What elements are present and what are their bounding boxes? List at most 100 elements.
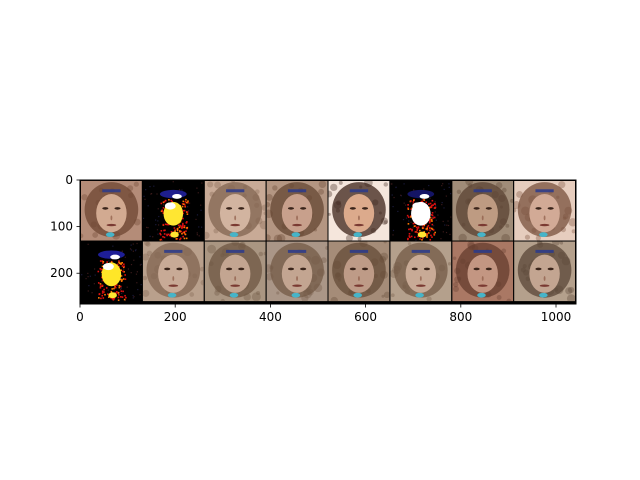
noise-speck — [101, 280, 103, 282]
image-tile-r0-c0 — [80, 180, 142, 241]
texture-blob — [568, 218, 576, 227]
noise-speck — [426, 227, 429, 230]
noise-speck — [422, 224, 425, 227]
noise-speck — [180, 224, 182, 226]
noise-speck — [407, 207, 409, 209]
noise-speck — [155, 224, 157, 226]
noise-speck — [87, 290, 89, 292]
tile-nose — [296, 215, 298, 221]
tile-nose — [110, 215, 113, 221]
noise-speck — [167, 233, 170, 236]
x-tick-label: 600 — [354, 310, 377, 324]
noise-speck — [156, 193, 158, 195]
noise-speck — [130, 244, 132, 246]
noise-speck — [392, 205, 394, 208]
tile-collar — [291, 232, 301, 238]
noise-speck — [174, 229, 176, 231]
texture-blob — [328, 190, 333, 198]
noise-speck — [186, 211, 189, 213]
texture-blob — [330, 183, 338, 192]
noise-speck — [429, 206, 432, 208]
tile-neck — [170, 231, 179, 238]
tile-eye — [226, 207, 233, 210]
noise-speck — [139, 264, 141, 266]
tile-collar — [477, 292, 486, 298]
noise-speck — [429, 202, 432, 205]
noise-speck — [102, 261, 105, 263]
noise-speck — [186, 221, 188, 223]
tile-highlight — [412, 202, 424, 210]
x-tick-label: 800 — [449, 310, 472, 324]
tile-eye — [176, 267, 183, 271]
noise-speck — [425, 228, 428, 230]
noise-speck — [107, 293, 109, 295]
noise-speck — [176, 229, 179, 232]
noise-speck — [118, 284, 121, 287]
tile-nose — [234, 276, 237, 281]
noise-speck — [180, 230, 183, 233]
tile-headband — [473, 249, 492, 253]
tile-mouth — [292, 284, 302, 287]
tile-eye — [102, 207, 109, 210]
image-tile-r1-c3 — [266, 241, 328, 302]
tile-collar — [167, 292, 177, 298]
noise-speck — [182, 212, 184, 215]
tile-face — [467, 254, 498, 293]
texture-blob — [263, 251, 266, 256]
noise-speck — [179, 238, 181, 241]
noise-speck — [167, 223, 170, 226]
noise-speck — [184, 200, 187, 203]
noise-speck — [431, 217, 433, 219]
noise-speck — [123, 263, 125, 266]
image-tile-r1-c6 — [452, 241, 514, 302]
noise-speck — [434, 203, 436, 206]
noise-speck — [81, 274, 83, 276]
noise-speck — [143, 195, 145, 197]
y-axis: 0 100 200 — [50, 173, 80, 280]
noise-speck — [99, 286, 102, 289]
y-tick-label: 200 — [50, 266, 73, 280]
texture-blob — [383, 291, 390, 299]
texture-blob — [381, 294, 385, 298]
noise-speck — [152, 236, 154, 238]
noise-speck — [433, 207, 436, 209]
noise-speck — [445, 195, 447, 197]
noise-speck — [413, 236, 416, 239]
noise-speck — [434, 206, 437, 209]
tile-collar — [415, 292, 424, 298]
noise-speck — [182, 200, 185, 203]
noise-speck — [410, 216, 412, 218]
noise-speck — [416, 231, 419, 234]
noise-speck — [397, 210, 399, 213]
x-tick-label: 0 — [76, 310, 84, 324]
image-tile-r1-c5 — [390, 241, 452, 302]
texture-blob — [142, 253, 150, 261]
noise-speck — [412, 201, 415, 203]
noise-speck — [407, 216, 410, 218]
noise-speck — [181, 203, 184, 205]
tile-nose — [543, 276, 546, 281]
tile-eye — [349, 207, 356, 210]
noise-speck — [116, 263, 119, 266]
noise-speck — [136, 242, 138, 245]
texture-blob — [133, 181, 139, 187]
image-tile-r1-c2 — [204, 241, 266, 302]
noise-speck — [179, 230, 181, 233]
noise-speck — [136, 282, 138, 284]
noise-speck — [198, 235, 200, 237]
noise-speck — [184, 205, 186, 207]
noise-speck — [433, 216, 435, 218]
texture-blob — [453, 285, 459, 292]
noise-speck — [412, 222, 415, 225]
noise-speck — [429, 238, 432, 241]
tile-nose — [234, 215, 237, 221]
texture-blob — [259, 220, 266, 230]
noise-speck — [440, 238, 442, 240]
texture-blob — [558, 181, 566, 189]
tile-headband — [473, 189, 492, 193]
texture-blob — [338, 180, 343, 185]
noise-speck — [183, 231, 186, 234]
texture-blob — [81, 194, 88, 201]
noise-speck — [431, 220, 433, 222]
